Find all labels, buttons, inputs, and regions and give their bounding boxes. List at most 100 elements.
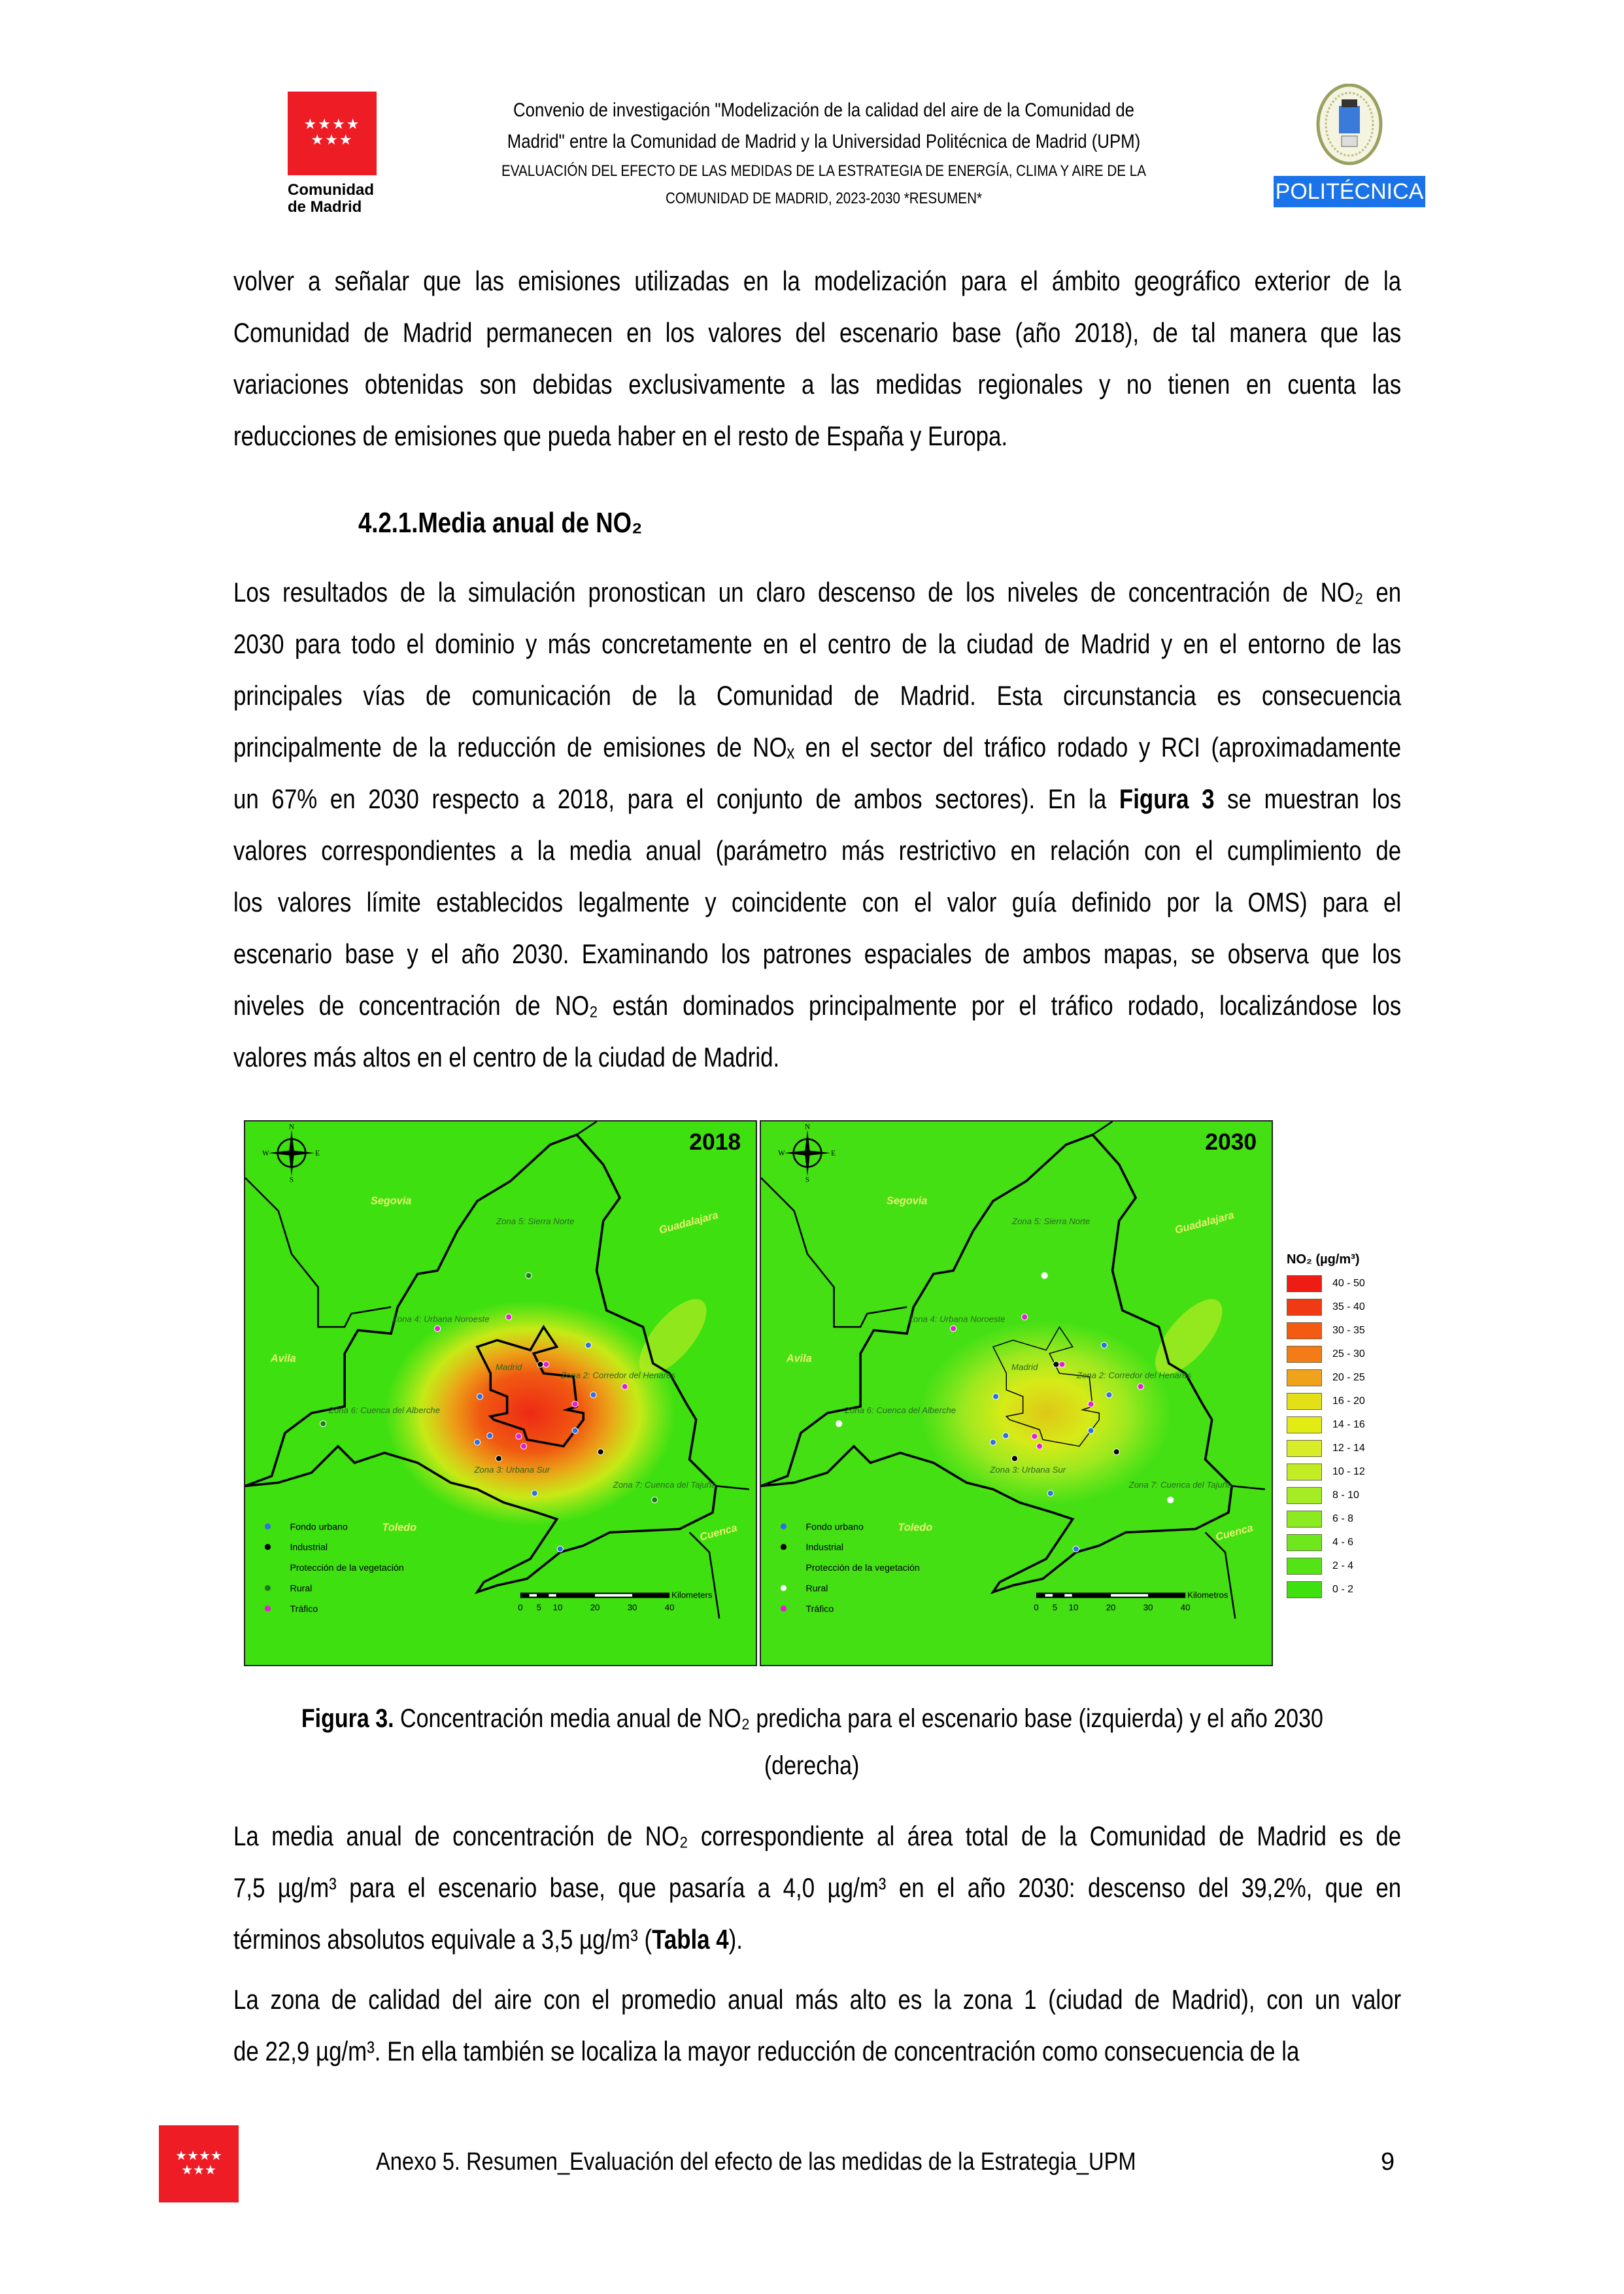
colorbar-class: 8 - 10 [1287,1484,1417,1507]
colorbar-label: 0 - 2 [1332,1584,1354,1595]
text-segment: Los resultados de la simulación pronosti… [233,577,1402,608]
text-line: un 67% en 2030 respecto a 2018, para el … [233,773,1401,825]
compass-letter: W [262,1150,269,1157]
text-line: 7,5 µg/m³ para el escenario base, que pa… [233,1862,1401,1913]
colorbar-label: 4 - 6 [1332,1537,1354,1548]
stars-icon: ★★★★ ★★★ [175,2149,222,2178]
scale-tick-label: 0 [518,1602,522,1612]
station-marker [590,1391,597,1399]
station-legend-label: Rural [805,1584,828,1594]
upm-logo: POLITÉCNICA [1274,83,1425,207]
madrid-flag-icon: ★★★★ ★★★ [288,92,377,175]
map-year-title: 2030 [1205,1129,1257,1155]
station-marker [1036,1443,1043,1450]
document-header: Convenio de investigación "Modelización … [430,92,1217,222]
station-marker [520,1443,528,1450]
text-segment: niveles de concentración de NO₂ están do… [233,990,1402,1021]
colorbar-class: 4 - 6 [1287,1531,1417,1554]
header-line-1: Convenio de investigación "Modelización … [513,99,1135,121]
scale-bar-segment [1111,1594,1149,1597]
scale-bar-segment [529,1594,537,1597]
station-marker [531,1490,538,1497]
text-line: principales vías de comunicación de la C… [233,670,1401,721]
logo-text-1: Comunidad [288,181,374,199]
text-segment: reducciones de emisiones que pueda haber… [233,420,1008,451]
text-line: términos absolutos equivale a 3,5 µg/m³ … [233,1913,1401,1965]
text-line: niveles de concentración de NO₂ están do… [233,980,1401,1031]
text-segment: escenario base y el año 2030. Examinando… [233,938,1402,969]
compass-letter: N [289,1123,294,1131]
stars-icon: ★★★★ ★★★ [303,116,361,148]
station-marker [1058,1361,1066,1368]
paragraph-2: Los resultados de la simulación pronosti… [233,566,1624,1083]
colorbar-label: 12 - 14 [1332,1443,1365,1454]
compass-needle [784,1129,831,1176]
map-year-title: 2018 [689,1129,741,1155]
text-line: principalmente de la reducción de emisio… [233,721,1401,773]
zone-label: Zona 6: Cuenca del Alberche [328,1405,440,1415]
station-legend-dot [264,1544,271,1550]
compass-letter: S [290,1176,294,1184]
scale-tick-label: 5 [1053,1602,1057,1612]
footer-madrid-logo: ★★★★ ★★★ [159,2125,239,2202]
station-legend-dot [264,1523,271,1530]
colorbar-swatch [1287,1416,1322,1433]
scale-tick-label: 40 [1181,1602,1191,1612]
madrid-city-border [475,1324,585,1448]
figure-caption-text: Concentración media anual de NO₂ predich… [394,1704,1323,1733]
scale-tick-label: 10 [553,1602,563,1612]
paragraph-4: La zona de calidad del aire con el prome… [233,1974,1624,2077]
colorbar-label: 2 - 4 [1332,1560,1354,1571]
colorbar-swatch [1287,1440,1322,1457]
colorbar-class: 12 - 14 [1287,1437,1417,1460]
colorbar-class: 16 - 20 [1287,1390,1417,1413]
station-marker [1053,1361,1060,1368]
text-segment: valores correspondientes a la media anua… [233,835,1402,866]
zone-label: Zona 4: Urbana Noroeste [392,1314,490,1324]
colorbar-class: 20 - 25 [1287,1366,1417,1390]
station-marker [571,1427,579,1434]
logo-text-2: de Madrid [288,198,362,216]
text-segment: de 22,9 µg/m³. En ella también se locali… [233,2036,1300,2066]
station-marker [1031,1433,1038,1440]
zone-label: Zona 4: Urbana Noroeste [907,1314,1006,1324]
text-line: volver a señalar que las emisiones utili… [233,255,1401,307]
text-segment: ). [728,1924,743,1955]
station-legend-dot [264,1584,271,1592]
station-marker [515,1433,522,1440]
figure-caption-label: Figura 3. [301,1704,394,1733]
text-segment: La media anual de concentración de NO₂ c… [233,1821,1402,1851]
colorbar-label: 35 - 40 [1332,1301,1365,1312]
compass-letter: S [805,1176,809,1184]
header-line-2: Madrid" entre la Comunidad de Madrid y l… [507,131,1141,152]
colorbar-class: 0 - 2 [1287,1578,1417,1601]
text-segment: volver a señalar que las emisiones utili… [233,265,1402,296]
station-marker [571,1401,579,1408]
station-legend-label: Rural [290,1584,312,1594]
colorbar-swatch [1287,1346,1322,1363]
colorbar-label: 10 - 12 [1332,1466,1365,1477]
header-line-3: EVALUACIÓN DEL EFECTO DE LAS MEDIDAS DE … [501,162,1147,180]
compass-needle [268,1129,315,1176]
colorbar-swatch [1287,1464,1322,1481]
bold-reference: Figura 3 [1119,783,1215,814]
footer-text: Anexo 5. Resumen_Evaluación del efecto d… [376,2148,1136,2176]
station-marker [1011,1455,1019,1462]
station-marker [505,1313,513,1321]
province-label: Toledo [898,1522,933,1533]
scale-bar-segment [549,1594,556,1597]
station-marker [1002,1432,1009,1439]
bold-reference: Tabla 4 [652,1924,729,1955]
figure-caption-line-1: Figura 3. Concentración media anual de N… [0,1695,1624,1742]
no2-map-2030: 2030 N S W E Segovia Guadalajara Avila Toledo Cue… [760,1120,1273,1666]
compass-letter: W [778,1150,785,1157]
colorbar-swatch [1287,1275,1322,1292]
colorbar-label: 16 - 20 [1332,1395,1365,1407]
comunidad-madrid-border [245,1133,718,1594]
station-legend-label: Fondo urbano [290,1522,347,1532]
scale-tick-label: 0 [1034,1602,1038,1612]
paragraph-1: volver a señalar que las emisiones utili… [233,255,1624,462]
text-segment: 7,5 µg/m³ para el escenario base, que pa… [233,1872,1402,1903]
station-legend-label: Protección de la vegetación [290,1563,403,1573]
